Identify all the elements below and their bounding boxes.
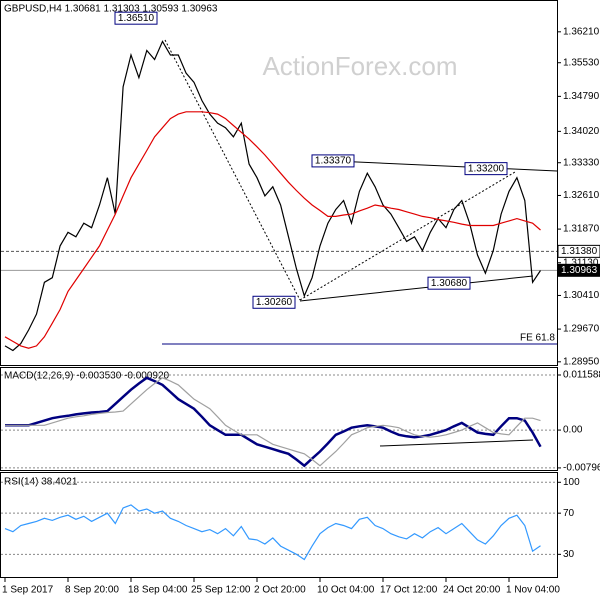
fib-line — [299, 171, 516, 301]
x-tick-label: 25 Sep 12:00 — [191, 585, 251, 596]
series-line — [4, 504, 541, 561]
annotation-label: 1.36510 — [118, 13, 155, 24]
series-line — [5, 376, 542, 468]
rsi-title: RSI(14) 38.4021 — [4, 477, 78, 488]
x-tick-label: 1 Sep 2017 — [2, 585, 54, 596]
series-line — [5, 377, 541, 467]
x-tick-label: 8 Sep 20:00 — [65, 585, 119, 596]
x-tick-label: 17 Oct 12:00 — [380, 585, 438, 596]
fib-line — [164, 39, 301, 301]
price-panel — [0, 0, 558, 366]
trendline — [299, 275, 534, 302]
y-tick-label: 30 — [563, 549, 575, 560]
fe-label: FE 61.8 — [520, 333, 555, 344]
annotation-label: 1.33370 — [315, 156, 352, 167]
y-tick-label: 0.00 — [563, 425, 583, 436]
y-tick-label: 1.34020 — [563, 126, 600, 137]
x-tick-label: 2 Oct 20:00 — [254, 585, 306, 596]
y-tick-label: 1.32610 — [563, 190, 600, 201]
y-tick-label: 0.011588 — [563, 370, 600, 381]
level-box — [557, 263, 600, 277]
annotation-box — [464, 162, 508, 176]
level-label: 1.30963 — [561, 265, 598, 276]
y-tick-label: 1.30410 — [563, 290, 600, 301]
y-tick-label: 100 — [563, 477, 580, 488]
annotation-label: 1.33200 — [468, 163, 505, 174]
y-tick-label: 1.33330 — [563, 157, 600, 168]
y-tick-label: 1.31130 — [563, 257, 599, 268]
rsi-panel — [0, 472, 558, 578]
level-label: 1.31380 — [561, 246, 598, 257]
level-box — [557, 244, 600, 258]
x-tick-label: 18 Sep 04:00 — [128, 585, 188, 596]
annotation-label: 1.30680 — [431, 278, 468, 289]
annotation-box — [311, 154, 355, 168]
x-tick-label: 1 Nov 04:00 — [506, 585, 560, 596]
watermark: ActionForex.com — [262, 51, 457, 81]
y-tick-label: 1.29670 — [563, 324, 600, 335]
chart-title: GBPUSD,H4 1.30681 1.31303 1.30593 1.3096… — [4, 4, 218, 15]
y-tick-label: 1.35530 — [563, 57, 600, 68]
annotation-box — [427, 276, 471, 290]
x-tick-label: 10 Oct 04:00 — [317, 585, 375, 596]
y-tick-label: 1.28950 — [563, 356, 600, 367]
annotation-box — [252, 295, 296, 309]
y-tick-label: 1.36210 — [563, 26, 600, 37]
y-tick-label: 1.31870 — [563, 224, 600, 235]
macd-title: MACD(12,26,9) -0.003530 -0.000920 — [4, 371, 170, 382]
series-line — [4, 111, 541, 349]
macd-trendline — [379, 439, 534, 447]
x-tick-label: 24 Oct 20:00 — [443, 585, 501, 596]
annotation-box — [114, 11, 158, 25]
y-tick-label: 70 — [563, 508, 575, 519]
macd-panel — [0, 367, 558, 471]
y-tick-label: 1.34790 — [563, 91, 600, 102]
series-line — [4, 40, 541, 352]
annotation-label: 1.30260 — [256, 297, 293, 308]
